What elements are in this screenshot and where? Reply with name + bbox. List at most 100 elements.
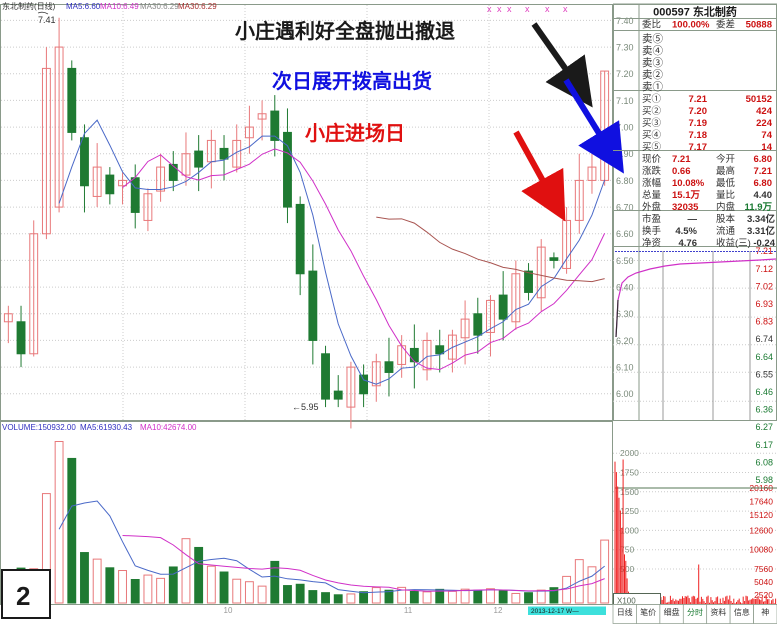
- svg-text:7.20: 7.20: [689, 106, 708, 117]
- svg-text:0.66: 0.66: [672, 166, 691, 177]
- svg-text:内盘: 内盘: [716, 201, 736, 213]
- svg-text:卖③: 卖③: [642, 57, 663, 69]
- svg-text:7.12: 7.12: [755, 264, 773, 274]
- svg-text:6.55: 6.55: [755, 369, 773, 379]
- svg-text:7.21: 7.21: [755, 246, 773, 256]
- svg-text:6.83: 6.83: [755, 317, 773, 327]
- svg-text:MA5:61930.43: MA5:61930.43: [80, 423, 133, 432]
- svg-text:11: 11: [404, 606, 413, 615]
- svg-text:买②: 买②: [642, 106, 662, 117]
- svg-text:6.80: 6.80: [754, 178, 773, 189]
- svg-text:10080: 10080: [749, 545, 773, 555]
- svg-text:7.20: 7.20: [616, 69, 634, 79]
- svg-text:10: 10: [224, 606, 233, 615]
- svg-text:买⑤: 买⑤: [642, 142, 662, 153]
- svg-text:424: 424: [756, 106, 773, 117]
- svg-text:日线: 日线: [617, 607, 633, 617]
- svg-text:MA5:6.60: MA5:6.60: [66, 2, 101, 11]
- svg-text:6.10: 6.10: [616, 363, 634, 373]
- svg-text:224: 224: [756, 118, 773, 129]
- svg-text:涨跌: 涨跌: [642, 165, 662, 177]
- svg-text:买③: 买③: [642, 118, 662, 129]
- svg-text:7.00: 7.00: [616, 123, 634, 133]
- svg-text:总量: 总量: [642, 189, 662, 201]
- svg-text:市盈: 市盈: [642, 213, 662, 225]
- svg-text:7.10: 7.10: [616, 96, 634, 106]
- svg-text:x: x: [497, 4, 502, 14]
- svg-text:7.21: 7.21: [689, 94, 708, 105]
- svg-text:6.36: 6.36: [755, 405, 773, 415]
- svg-text:7.21: 7.21: [672, 154, 691, 165]
- svg-text:今开: 今开: [716, 153, 736, 165]
- svg-text:量比: 量比: [716, 189, 735, 201]
- svg-text:50152: 50152: [746, 94, 772, 105]
- svg-text:资料: 资料: [710, 607, 726, 617]
- svg-text:小庄进场日: 小庄进场日: [305, 121, 405, 145]
- svg-text:6.30: 6.30: [616, 309, 634, 319]
- svg-text:4.40: 4.40: [754, 190, 773, 201]
- svg-text:17640: 17640: [749, 497, 773, 507]
- svg-text:6.50: 6.50: [616, 256, 634, 266]
- svg-text:买④: 买④: [642, 130, 662, 141]
- svg-text:6.17: 6.17: [755, 440, 773, 450]
- svg-text:流通: 流通: [716, 225, 736, 237]
- svg-text:卖④: 卖④: [642, 45, 663, 57]
- svg-text:50888: 50888: [746, 20, 772, 31]
- svg-text:MA30:6.29: MA30:6.29: [178, 2, 217, 11]
- svg-text:买①: 买①: [642, 94, 662, 105]
- svg-text:14: 14: [761, 142, 772, 153]
- svg-text:6.27: 6.27: [755, 422, 773, 432]
- svg-text:最低: 最低: [716, 177, 736, 189]
- svg-text:VOLUME:150932.00: VOLUME:150932.00: [2, 423, 76, 432]
- svg-text:卖②: 卖②: [642, 69, 663, 81]
- svg-text:净资: 净资: [642, 237, 662, 249]
- svg-text:6.64: 6.64: [755, 352, 773, 362]
- svg-text:4.76: 4.76: [679, 238, 698, 249]
- svg-text:x: x: [487, 4, 492, 14]
- svg-text:6.00: 6.00: [616, 389, 634, 399]
- svg-text:7.40: 7.40: [616, 16, 634, 26]
- svg-text:32035: 32035: [672, 202, 699, 213]
- svg-text:现价: 现价: [642, 154, 662, 165]
- svg-text:3.34亿: 3.34亿: [747, 213, 775, 225]
- svg-text:7.17: 7.17: [689, 142, 708, 153]
- svg-text:细盘: 细盘: [664, 607, 680, 617]
- svg-text:6.93: 6.93: [755, 299, 773, 309]
- svg-text:委比: 委比: [642, 19, 661, 31]
- svg-text:2013-12-17 W—: 2013-12-17 W—: [531, 608, 579, 615]
- svg-text:4.5%: 4.5%: [675, 226, 697, 237]
- svg-text:10.08%: 10.08%: [672, 178, 705, 189]
- svg-text:7560: 7560: [754, 564, 773, 574]
- svg-text:11.9万: 11.9万: [745, 202, 773, 213]
- svg-text:次日展开拨高出货: 次日展开拨高出货: [272, 69, 432, 93]
- svg-text:x: x: [563, 4, 568, 14]
- svg-text:6.74: 6.74: [755, 334, 773, 344]
- svg-text:6.46: 6.46: [755, 387, 773, 397]
- svg-text:7.19: 7.19: [689, 118, 708, 129]
- svg-text:—: —: [688, 214, 698, 225]
- svg-text:2: 2: [16, 581, 30, 611]
- svg-text:7.18: 7.18: [689, 130, 708, 141]
- svg-text:卖⑤: 卖⑤: [642, 33, 663, 45]
- svg-text:15120: 15120: [749, 510, 773, 520]
- svg-text:3.31亿: 3.31亿: [747, 225, 775, 237]
- svg-text:换手: 换手: [642, 225, 662, 237]
- svg-text:MA30:6.29: MA30:6.29: [140, 2, 179, 11]
- svg-text:6.60: 6.60: [616, 229, 634, 239]
- svg-text:笔价: 笔价: [640, 607, 656, 617]
- svg-text:信息: 信息: [734, 607, 750, 617]
- svg-text:74: 74: [761, 130, 772, 141]
- svg-text:MA10:6.49: MA10:6.49: [100, 2, 139, 11]
- svg-text:7.41: 7.41: [38, 15, 56, 25]
- svg-text:7.02: 7.02: [755, 281, 773, 291]
- svg-text:x: x: [545, 4, 550, 14]
- svg-text:涨幅: 涨幅: [642, 177, 662, 189]
- svg-text:000597 东北制药: 000597 东北制药: [653, 5, 737, 19]
- svg-text:最高: 最高: [716, 165, 735, 177]
- svg-text:7.30: 7.30: [616, 43, 634, 53]
- svg-text:15.1万: 15.1万: [672, 190, 700, 201]
- svg-text:6.40: 6.40: [616, 283, 634, 293]
- svg-text:x: x: [507, 4, 512, 14]
- svg-text:100.00%: 100.00%: [672, 20, 710, 31]
- svg-text:分时: 分时: [687, 607, 703, 617]
